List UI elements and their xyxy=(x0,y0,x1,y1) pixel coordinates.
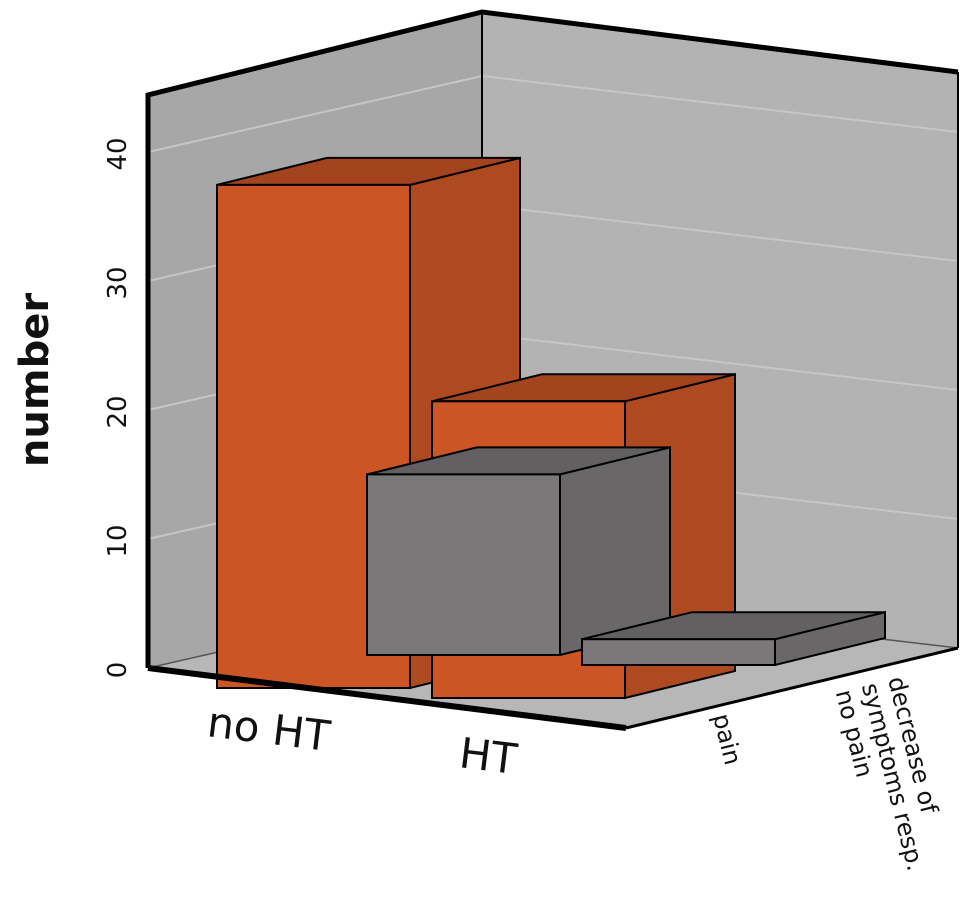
bar-front-s0-c1 xyxy=(581,638,776,667)
y-tick-label: 30 xyxy=(103,266,133,299)
gridline-left-4 xyxy=(147,75,483,153)
bars xyxy=(216,156,886,700)
y-tick-label: 20 xyxy=(103,395,133,428)
y-tick-label: 10 xyxy=(103,524,133,557)
wall-frame xyxy=(145,9,959,668)
x-axis-line xyxy=(147,665,627,731)
y-axis-label: number xyxy=(12,293,58,467)
bar-front-s0-c0 xyxy=(366,473,561,656)
gridline-back-3 xyxy=(481,204,959,262)
depth-category-label-1: decrease of symptoms resp. no pain xyxy=(830,674,944,874)
x-category-label-0: no HT xyxy=(205,697,333,761)
bar-s0-c0 xyxy=(366,446,671,657)
depth-category-label-0: pain xyxy=(707,711,747,768)
y-tick-labels: 0 10 20 30 40 xyxy=(103,137,133,678)
y-tick-label: 40 xyxy=(103,137,133,170)
x-category-label-1: HT xyxy=(457,728,520,784)
depth-axis-line xyxy=(625,646,959,730)
y-tick-label: 0 xyxy=(103,662,133,679)
gridline-back-4 xyxy=(481,75,959,133)
bar-s0-c1 xyxy=(581,610,886,667)
gridline-back-2 xyxy=(481,333,959,391)
